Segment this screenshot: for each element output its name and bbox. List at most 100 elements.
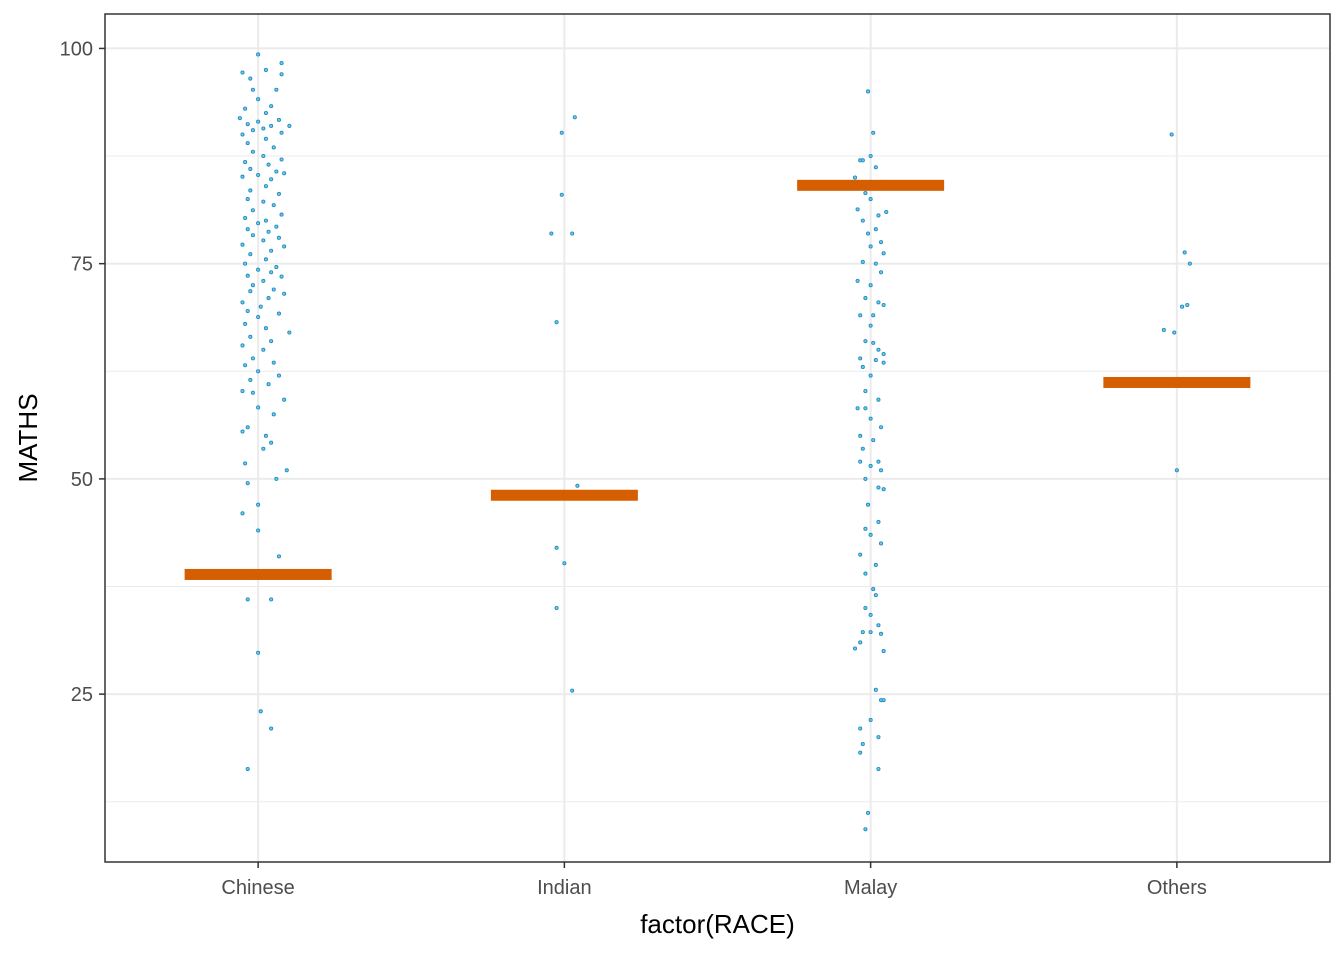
data-point (243, 461, 248, 466)
y-tick-label: 100 (60, 38, 93, 60)
data-point (274, 169, 279, 174)
data-point (245, 425, 250, 430)
data-point (559, 130, 564, 135)
data-point (250, 390, 255, 395)
points-layer (237, 52, 1192, 832)
data-point (279, 212, 284, 217)
data-point (860, 218, 865, 223)
data-point (263, 136, 268, 141)
data-point (276, 373, 282, 378)
data-point (881, 649, 886, 654)
data-point (881, 302, 886, 308)
data-point (245, 597, 250, 602)
data-point (248, 334, 253, 339)
data-point (261, 199, 266, 204)
data-point (274, 87, 279, 92)
data-point (878, 468, 884, 473)
data-point (256, 267, 261, 272)
data-point (868, 612, 873, 617)
data-point (248, 166, 253, 172)
data-point (860, 364, 865, 370)
data-point (878, 240, 884, 245)
data-point (266, 382, 271, 387)
x-tick-label: Others (1147, 877, 1207, 899)
data-point (261, 126, 266, 131)
data-point (287, 123, 292, 128)
data-point (279, 61, 284, 66)
data-point (868, 630, 873, 635)
data-point (878, 631, 884, 636)
data-point (269, 726, 274, 731)
data-point (570, 688, 575, 693)
data-point (863, 476, 868, 481)
data-point (562, 561, 567, 566)
data-point (852, 175, 858, 180)
data-point (1172, 330, 1177, 335)
data-point (852, 646, 858, 651)
x-tick-label: Indian (537, 877, 592, 899)
data-point (245, 197, 250, 202)
data-point (858, 552, 863, 557)
y-axis-title: MATHS (13, 393, 43, 482)
data-point (256, 405, 261, 410)
data-point (276, 117, 282, 122)
data-point (269, 248, 274, 253)
data-point (858, 750, 863, 755)
data-point (876, 397, 881, 402)
data-point (876, 735, 881, 740)
data-point (243, 106, 248, 111)
data-point (868, 373, 873, 378)
data-point (261, 154, 266, 159)
data-point (248, 76, 253, 81)
data-point (572, 115, 577, 120)
data-point (855, 406, 860, 411)
y-tick-label: 50 (71, 469, 93, 491)
data-point (279, 274, 284, 279)
data-point (865, 502, 871, 507)
data-point (858, 459, 863, 464)
data-point (865, 810, 871, 815)
data-point (863, 296, 868, 301)
data-point (865, 89, 871, 94)
data-point (1185, 302, 1190, 308)
data-point (868, 463, 873, 469)
data-point (876, 300, 881, 305)
y-tick-label: 25 (71, 684, 93, 706)
data-point (876, 766, 881, 772)
data-point (878, 425, 884, 430)
data-point (871, 587, 876, 592)
panel-border (104, 13, 1331, 863)
data-point (881, 352, 886, 357)
data-point (858, 356, 863, 361)
data-point (884, 209, 889, 215)
data-point (269, 440, 274, 445)
data-point (282, 397, 287, 402)
data-point (256, 52, 261, 57)
data-point (276, 311, 282, 316)
summary-bar (184, 568, 332, 580)
data-point (873, 687, 878, 692)
data-point (256, 172, 261, 178)
data-point (554, 605, 559, 611)
data-point (271, 287, 276, 292)
data-point (263, 326, 268, 331)
data-point (250, 149, 255, 154)
data-point (878, 270, 884, 275)
data-point (245, 141, 250, 146)
data-point (245, 308, 250, 314)
data-point (250, 87, 255, 92)
data-point (243, 160, 248, 165)
data-point (881, 251, 886, 256)
data-point (873, 593, 878, 598)
data-point (248, 188, 253, 193)
data-point (240, 429, 245, 434)
data-point (855, 278, 860, 283)
data-point (256, 369, 261, 374)
data-point (271, 360, 276, 365)
data-point (261, 446, 266, 451)
data-point (865, 231, 871, 236)
data-point (263, 184, 268, 189)
data-point (858, 433, 863, 438)
data-point (284, 468, 289, 473)
